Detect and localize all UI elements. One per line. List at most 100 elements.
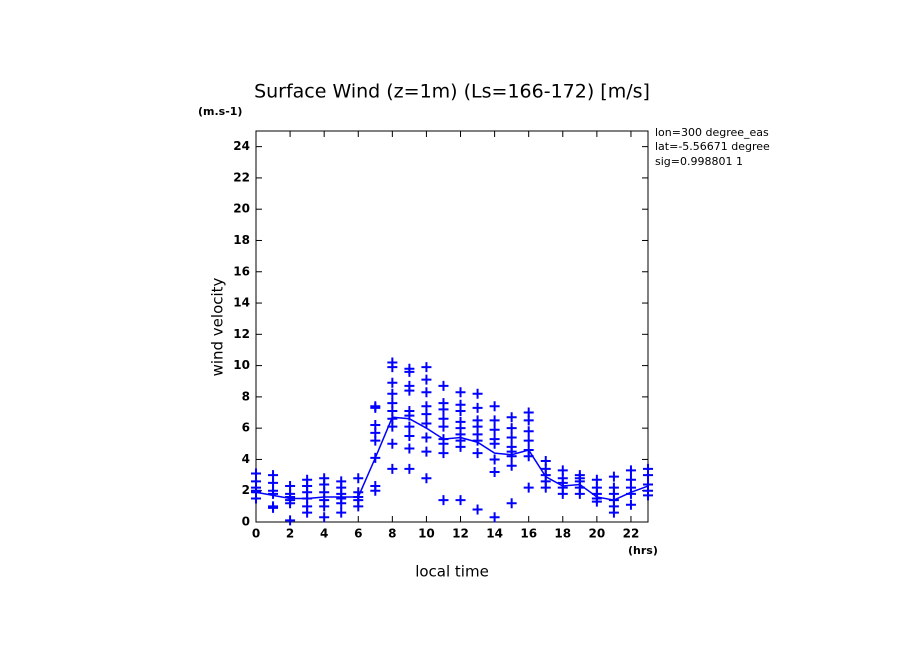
plus-marker [353,501,364,512]
y-tick-label: 18 [233,233,250,247]
plus-marker [523,435,534,446]
x-tick-label: 20 [589,527,606,541]
x-tick-label: 16 [520,527,537,541]
x-tick-label: 0 [252,527,260,541]
plus-marker [387,388,398,399]
plus-marker [455,495,466,506]
plus-marker [489,512,500,523]
plus-marker [370,402,381,413]
plus-marker [421,473,432,484]
plus-marker [489,401,500,412]
x-tick-label: 6 [354,527,362,541]
plus-marker [268,488,279,499]
x-tick-label: 18 [554,527,571,541]
plus-marker [455,405,466,416]
x-tick-label: 12 [452,527,469,541]
x-tick-label: 10 [418,527,435,541]
plot-frame [255,130,649,523]
plus-marker [557,488,568,499]
plus-marker [404,463,415,474]
plus-marker [574,488,585,499]
plus-marker [319,512,330,523]
x-unit: (hrs) [628,544,658,557]
plus-marker [404,443,415,454]
annotation: sig=0.998801 1 [655,155,743,168]
plus-marker [421,446,432,457]
x-tick-label: 8 [388,527,396,541]
plus-marker [251,493,261,504]
plus-marker [455,387,466,398]
plus-marker [625,465,636,476]
plus-marker [489,424,500,435]
plus-marker [643,490,653,501]
plus-marker [608,507,619,518]
plus-marker [404,430,415,441]
y-tick-label: 4 [242,452,250,466]
y-tick-label: 14 [233,296,250,310]
plus-marker [404,366,415,377]
plus-marker [421,387,432,398]
y-tick-label: 10 [233,358,250,372]
plus-marker [370,485,381,496]
plus-marker [336,507,347,518]
y-tick-label: 16 [233,264,250,278]
plus-marker [285,515,296,526]
plus-marker [540,482,551,493]
mean-line [255,416,649,501]
x-tick-label: 22 [623,527,640,541]
plus-marker [489,454,500,465]
plus-marker [489,466,500,477]
plus-marker [421,418,432,429]
y-tick-label: 24 [233,139,250,153]
y-tick-label: 22 [233,170,250,184]
y-tick-label: 8 [242,389,250,403]
plus-marker [506,498,517,509]
plus-marker [472,504,483,515]
plus-marker [489,415,500,426]
plus-marker [506,432,517,443]
y-tick-label: 20 [233,202,250,216]
plus-marker [523,426,534,437]
plus-marker [608,471,619,482]
plus-marker [387,377,398,388]
plus-marker [387,362,398,373]
x-axis-label: local time [415,563,489,581]
plus-marker [404,421,415,432]
x-tick-label: 4 [320,527,328,541]
y-tick-label: 2 [242,483,250,497]
plus-marker [336,498,347,509]
plus-marker [370,435,381,446]
plus-marker [625,499,636,510]
plus-marker [506,423,517,434]
plus-marker [387,438,398,449]
plus-marker [438,404,449,415]
plus-marker [472,448,483,459]
plus-marker [506,412,517,423]
plus-marker [268,502,279,513]
y-tick-label: 12 [233,327,250,341]
plus-marker [438,438,449,449]
y-axis-label: wind velocity [209,277,227,376]
chart-title: Surface Wind (z=1m) (Ls=166-172) [m/s] [254,81,650,103]
plus-marker [421,362,432,373]
plus-marker [285,498,296,509]
plus-marker [438,495,449,506]
plus-marker [421,409,432,420]
plus-marker [353,473,364,484]
annotation: lat=-5.56671 degree [655,140,770,153]
plus-marker [421,432,432,443]
plus-marker [489,438,500,449]
plus-marker [506,460,517,471]
plus-marker [438,448,449,459]
x-tick-label: 2 [286,527,294,541]
plus-marker [643,470,653,481]
plus-marker [387,463,398,474]
plus-marker [455,441,466,452]
annotation: lon=300 degree_eas [655,126,769,139]
plus-marker [591,496,602,507]
y-tick-label: 6 [242,421,250,435]
plus-marker [523,482,534,493]
y-tick-label: 0 [242,515,250,529]
